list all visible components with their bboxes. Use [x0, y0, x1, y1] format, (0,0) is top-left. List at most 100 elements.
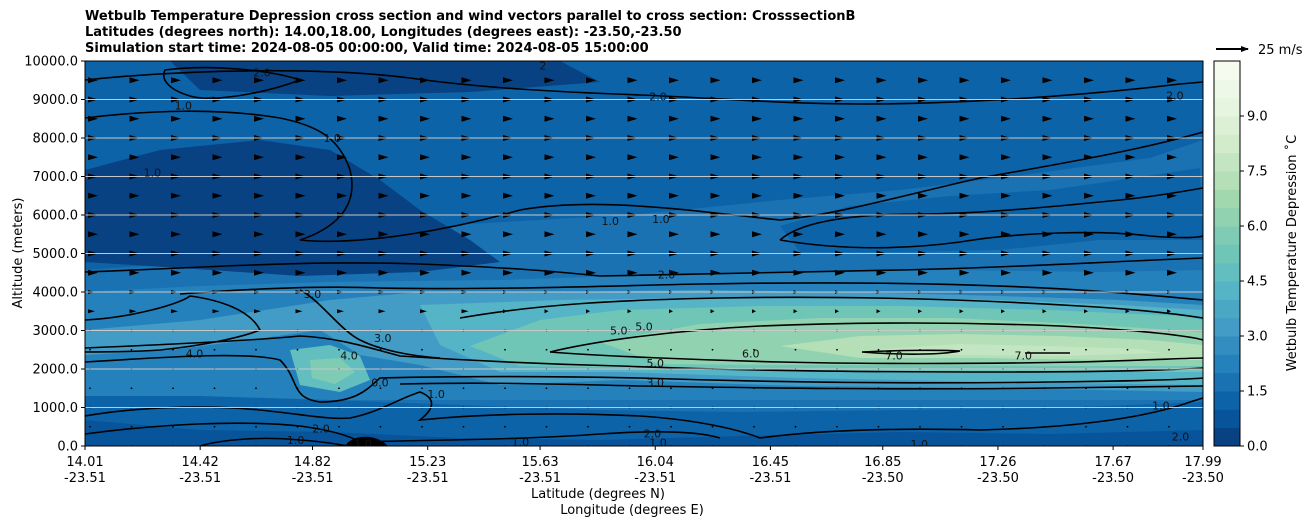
contour-label: 6.0	[742, 348, 760, 361]
wind-vector	[793, 77, 804, 84]
wind-vector	[959, 309, 964, 314]
wind-vector	[254, 269, 264, 276]
contour-label: 1.0	[175, 99, 193, 112]
colorbar-swatch	[1214, 372, 1240, 392]
contour-label: 1.0	[1152, 400, 1170, 413]
colorbar-swatch	[1214, 427, 1240, 447]
wind-vector	[171, 115, 181, 122]
x-tick-label-lon: -23.51	[634, 471, 676, 486]
contour-label: 3.0	[304, 288, 322, 301]
chart-title-line-1: Wetbulb Temperature Depression cross sec…	[85, 9, 856, 24]
y-tick-label: 9000.0	[33, 93, 79, 108]
wind-vector	[88, 269, 98, 276]
y-tick-label: 7000.0	[33, 170, 79, 185]
colorbar-tick-label: 4.5	[1247, 275, 1268, 290]
wind-vector	[544, 231, 555, 238]
wind-vector	[1042, 115, 1053, 122]
contour-line-1-lower-band	[85, 391, 1203, 439]
contour-line-3-upper	[179, 282, 1203, 301]
wind-vector	[669, 269, 679, 276]
wind-vector	[670, 425, 672, 428]
colorbar-frame	[1213, 60, 1241, 447]
colorbar-tick-label: 9.0	[1247, 110, 1268, 125]
contour-line-1-upper	[163, 66, 303, 99]
wind-vector	[461, 115, 472, 122]
wind-vector	[669, 115, 679, 122]
wind-vector	[1001, 115, 1011, 122]
wind-vector	[420, 77, 430, 84]
wind-vector	[89, 387, 91, 390]
wind-vector	[462, 387, 465, 390]
wind-vector	[338, 387, 340, 390]
wind-vector	[710, 115, 721, 122]
wind-vector	[129, 77, 140, 84]
colorbar-swatch	[1214, 116, 1240, 135]
wind-vector	[919, 425, 921, 428]
wind-vector	[919, 387, 921, 390]
colorbar-swatch	[1214, 281, 1240, 300]
contour-line-5	[459, 296, 1203, 319]
wind-vector	[504, 348, 506, 351]
wind-vector	[1167, 269, 1177, 276]
wind-vector	[337, 154, 347, 161]
wind-vector	[171, 77, 181, 84]
wind-vector	[586, 269, 596, 276]
wind-vector	[877, 348, 880, 351]
x-tick-label-lat: 14.82	[294, 455, 331, 470]
wind-vector	[876, 115, 887, 122]
plot-frame	[84, 60, 1204, 447]
y-axis-label: Altitude (meters)	[11, 198, 26, 309]
colorbar: 0.0 1.5 3.0 4.5 6.0 7.5 9.0	[1213, 60, 1268, 455]
wind-vector	[89, 425, 91, 428]
colorbar-swatch	[1214, 152, 1240, 172]
wind-vector	[171, 269, 181, 276]
wind-vector	[876, 231, 887, 238]
x-tick-label-lon: -23.51	[292, 471, 334, 486]
wind-vector	[752, 115, 762, 122]
contour-label: 7.0	[885, 350, 903, 363]
wind-vector	[710, 154, 721, 161]
contour-label: 2.0	[644, 428, 662, 441]
wind-vector	[1125, 309, 1130, 314]
y-tick-label: 5000.0	[33, 247, 79, 262]
colorbar-swatch	[1214, 299, 1240, 319]
wind-vector	[793, 192, 804, 199]
wind-vector	[959, 192, 970, 199]
colorbar-swatch	[1214, 171, 1240, 190]
wind-vector	[918, 269, 928, 276]
wind-vector	[918, 192, 928, 199]
wind-vector	[628, 348, 631, 351]
wind-vector	[1042, 231, 1053, 238]
wind-vector	[960, 348, 963, 351]
colorbar-swatch	[1214, 61, 1240, 80]
wind-vector	[212, 231, 223, 238]
wind-vector	[711, 425, 714, 428]
wind-vector	[212, 77, 223, 84]
wind-vector	[1168, 387, 1170, 390]
wind-vector	[1001, 192, 1011, 199]
wind-vector	[378, 115, 389, 122]
wind-vector	[1126, 425, 1129, 428]
colorbar-swatch	[1214, 189, 1240, 209]
wind-vector	[462, 425, 465, 428]
x-tick-label-lat: 17.26	[979, 455, 1016, 470]
wind-vector	[794, 348, 797, 351]
contour-line-1-lower	[779, 231, 1203, 249]
wind-vector	[461, 269, 472, 276]
wind-vector	[710, 231, 721, 238]
contour-labels: 2.022.0 2.01.01.01.01.0 1.02.03.03.04.0 4.0…	[144, 61, 1190, 446]
colorbar-swatch	[1214, 79, 1240, 99]
contour-line-1-surface	[199, 437, 351, 446]
wind-vector	[212, 192, 223, 199]
wind-vector	[420, 154, 430, 161]
x-axis: 14.01-23.5114.42-23.5114.82-23.5115.23-2…	[64, 446, 1224, 486]
wind-vector	[295, 269, 306, 276]
wind-vector	[794, 387, 797, 390]
wind-vector	[1042, 269, 1053, 276]
wind-vector	[1042, 154, 1053, 161]
colorbar-swatch	[1214, 262, 1240, 282]
wind-vector	[461, 309, 469, 314]
colorbar-swatch	[1214, 97, 1240, 117]
wind-vector	[213, 425, 216, 428]
wind-vector	[1043, 425, 1046, 428]
